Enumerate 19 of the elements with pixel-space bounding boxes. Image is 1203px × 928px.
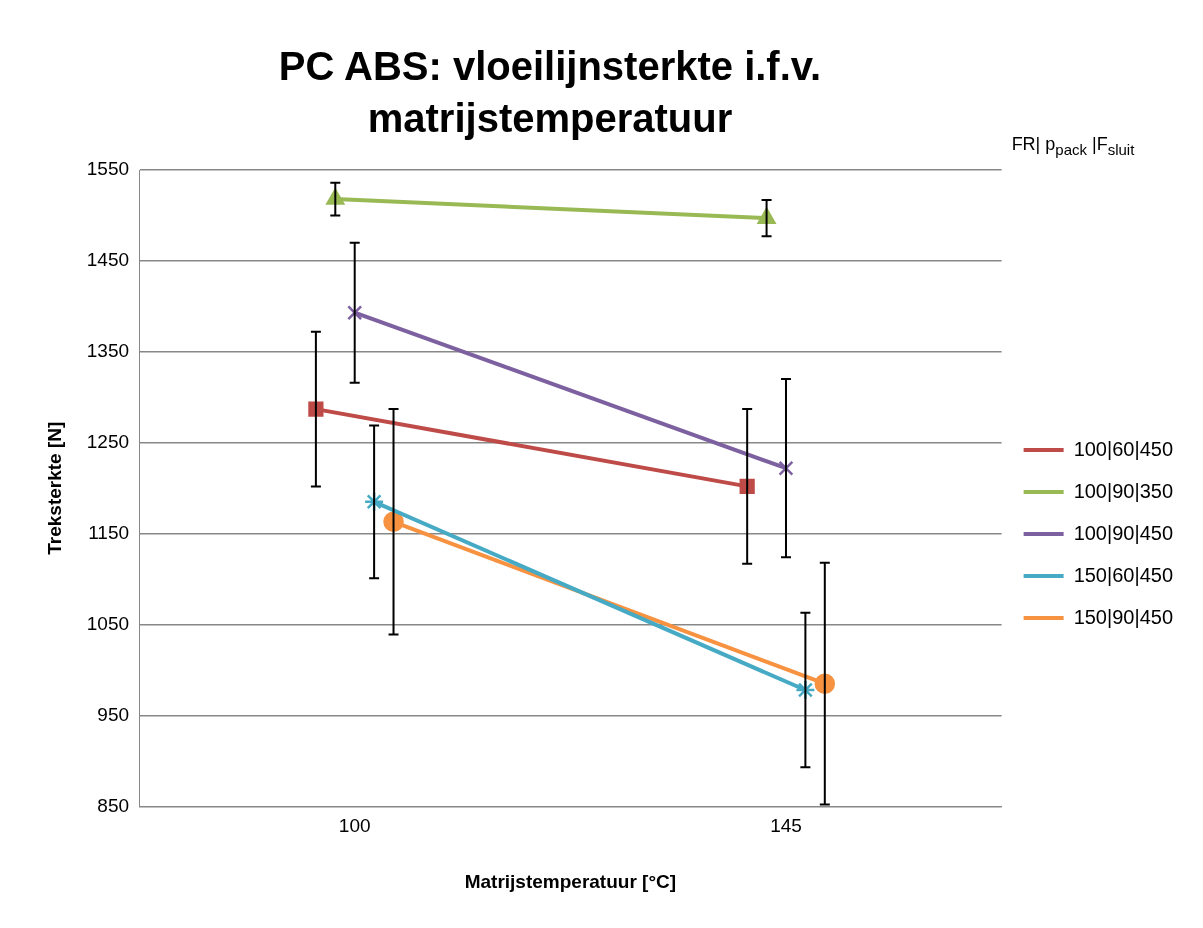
y-axis-title: Treksterkte [N] bbox=[43, 421, 65, 555]
y-tick-label: 1550 bbox=[86, 158, 130, 180]
x-tick-label: 145 bbox=[770, 815, 802, 837]
x-axis-title: Matrijstemperatuur [°C] bbox=[464, 870, 677, 892]
y-tick-label: 850 bbox=[97, 794, 130, 816]
y-tick-label: 1450 bbox=[86, 249, 130, 271]
legend-label: 100|90|450 bbox=[1073, 521, 1173, 544]
legend-label: 100|90|350 bbox=[1073, 479, 1173, 502]
y-tick-label: 1350 bbox=[86, 340, 130, 362]
y-tick-label: 1050 bbox=[86, 612, 130, 634]
y-tick-label: 950 bbox=[97, 703, 130, 725]
y-tick-label: 1150 bbox=[88, 521, 130, 543]
legend-label: 150|90|450 bbox=[1073, 605, 1173, 628]
legend-title: FR| p$_{pack}$ |F$_{sluit}$ bbox=[1011, 134, 1135, 158]
legend-label: 150|60|450 bbox=[1073, 563, 1173, 586]
legend-label: 100|60|450 bbox=[1073, 437, 1173, 460]
chart-title: PC ABS: vloeilijnsterkte i.f.v. matrijstemperatuur bbox=[277, 43, 823, 142]
y-tick-label: 1250 bbox=[86, 430, 130, 452]
x-tick-label: 100 bbox=[338, 815, 371, 837]
